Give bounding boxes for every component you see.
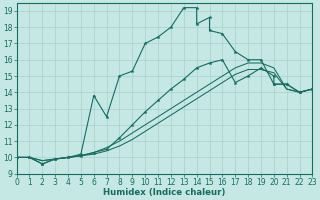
X-axis label: Humidex (Indice chaleur): Humidex (Indice chaleur) bbox=[103, 188, 226, 197]
